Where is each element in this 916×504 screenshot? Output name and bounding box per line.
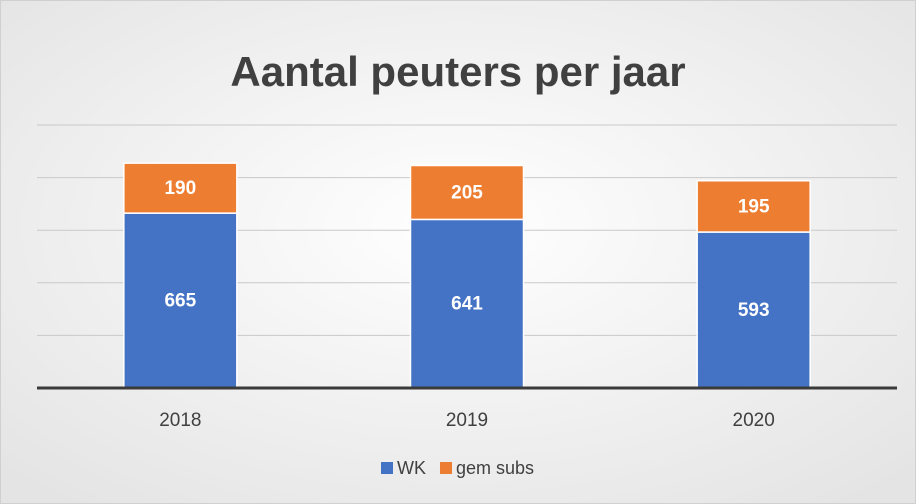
bar-segment (696, 231, 811, 389)
x-tick-label: 2018 (159, 410, 201, 431)
data-label: 205 (451, 182, 483, 203)
bar-segment (123, 162, 238, 214)
chart-title: Aantal peuters per jaar (230, 48, 685, 95)
data-label: 195 (738, 196, 770, 217)
legend-label: gem subs (456, 458, 534, 478)
legend-swatch (381, 462, 393, 474)
bar-segment (696, 180, 811, 233)
bar-segment (409, 164, 525, 221)
legend-label: WK (397, 458, 426, 478)
bar-segment (123, 212, 238, 389)
data-label: 665 (164, 291, 196, 312)
data-label: 641 (451, 294, 483, 315)
x-tick-label: 2020 (733, 410, 775, 431)
data-label: 593 (738, 300, 770, 321)
data-label: 190 (164, 178, 196, 199)
legend-swatch (440, 462, 452, 474)
x-tick-label: 2019 (446, 410, 488, 431)
